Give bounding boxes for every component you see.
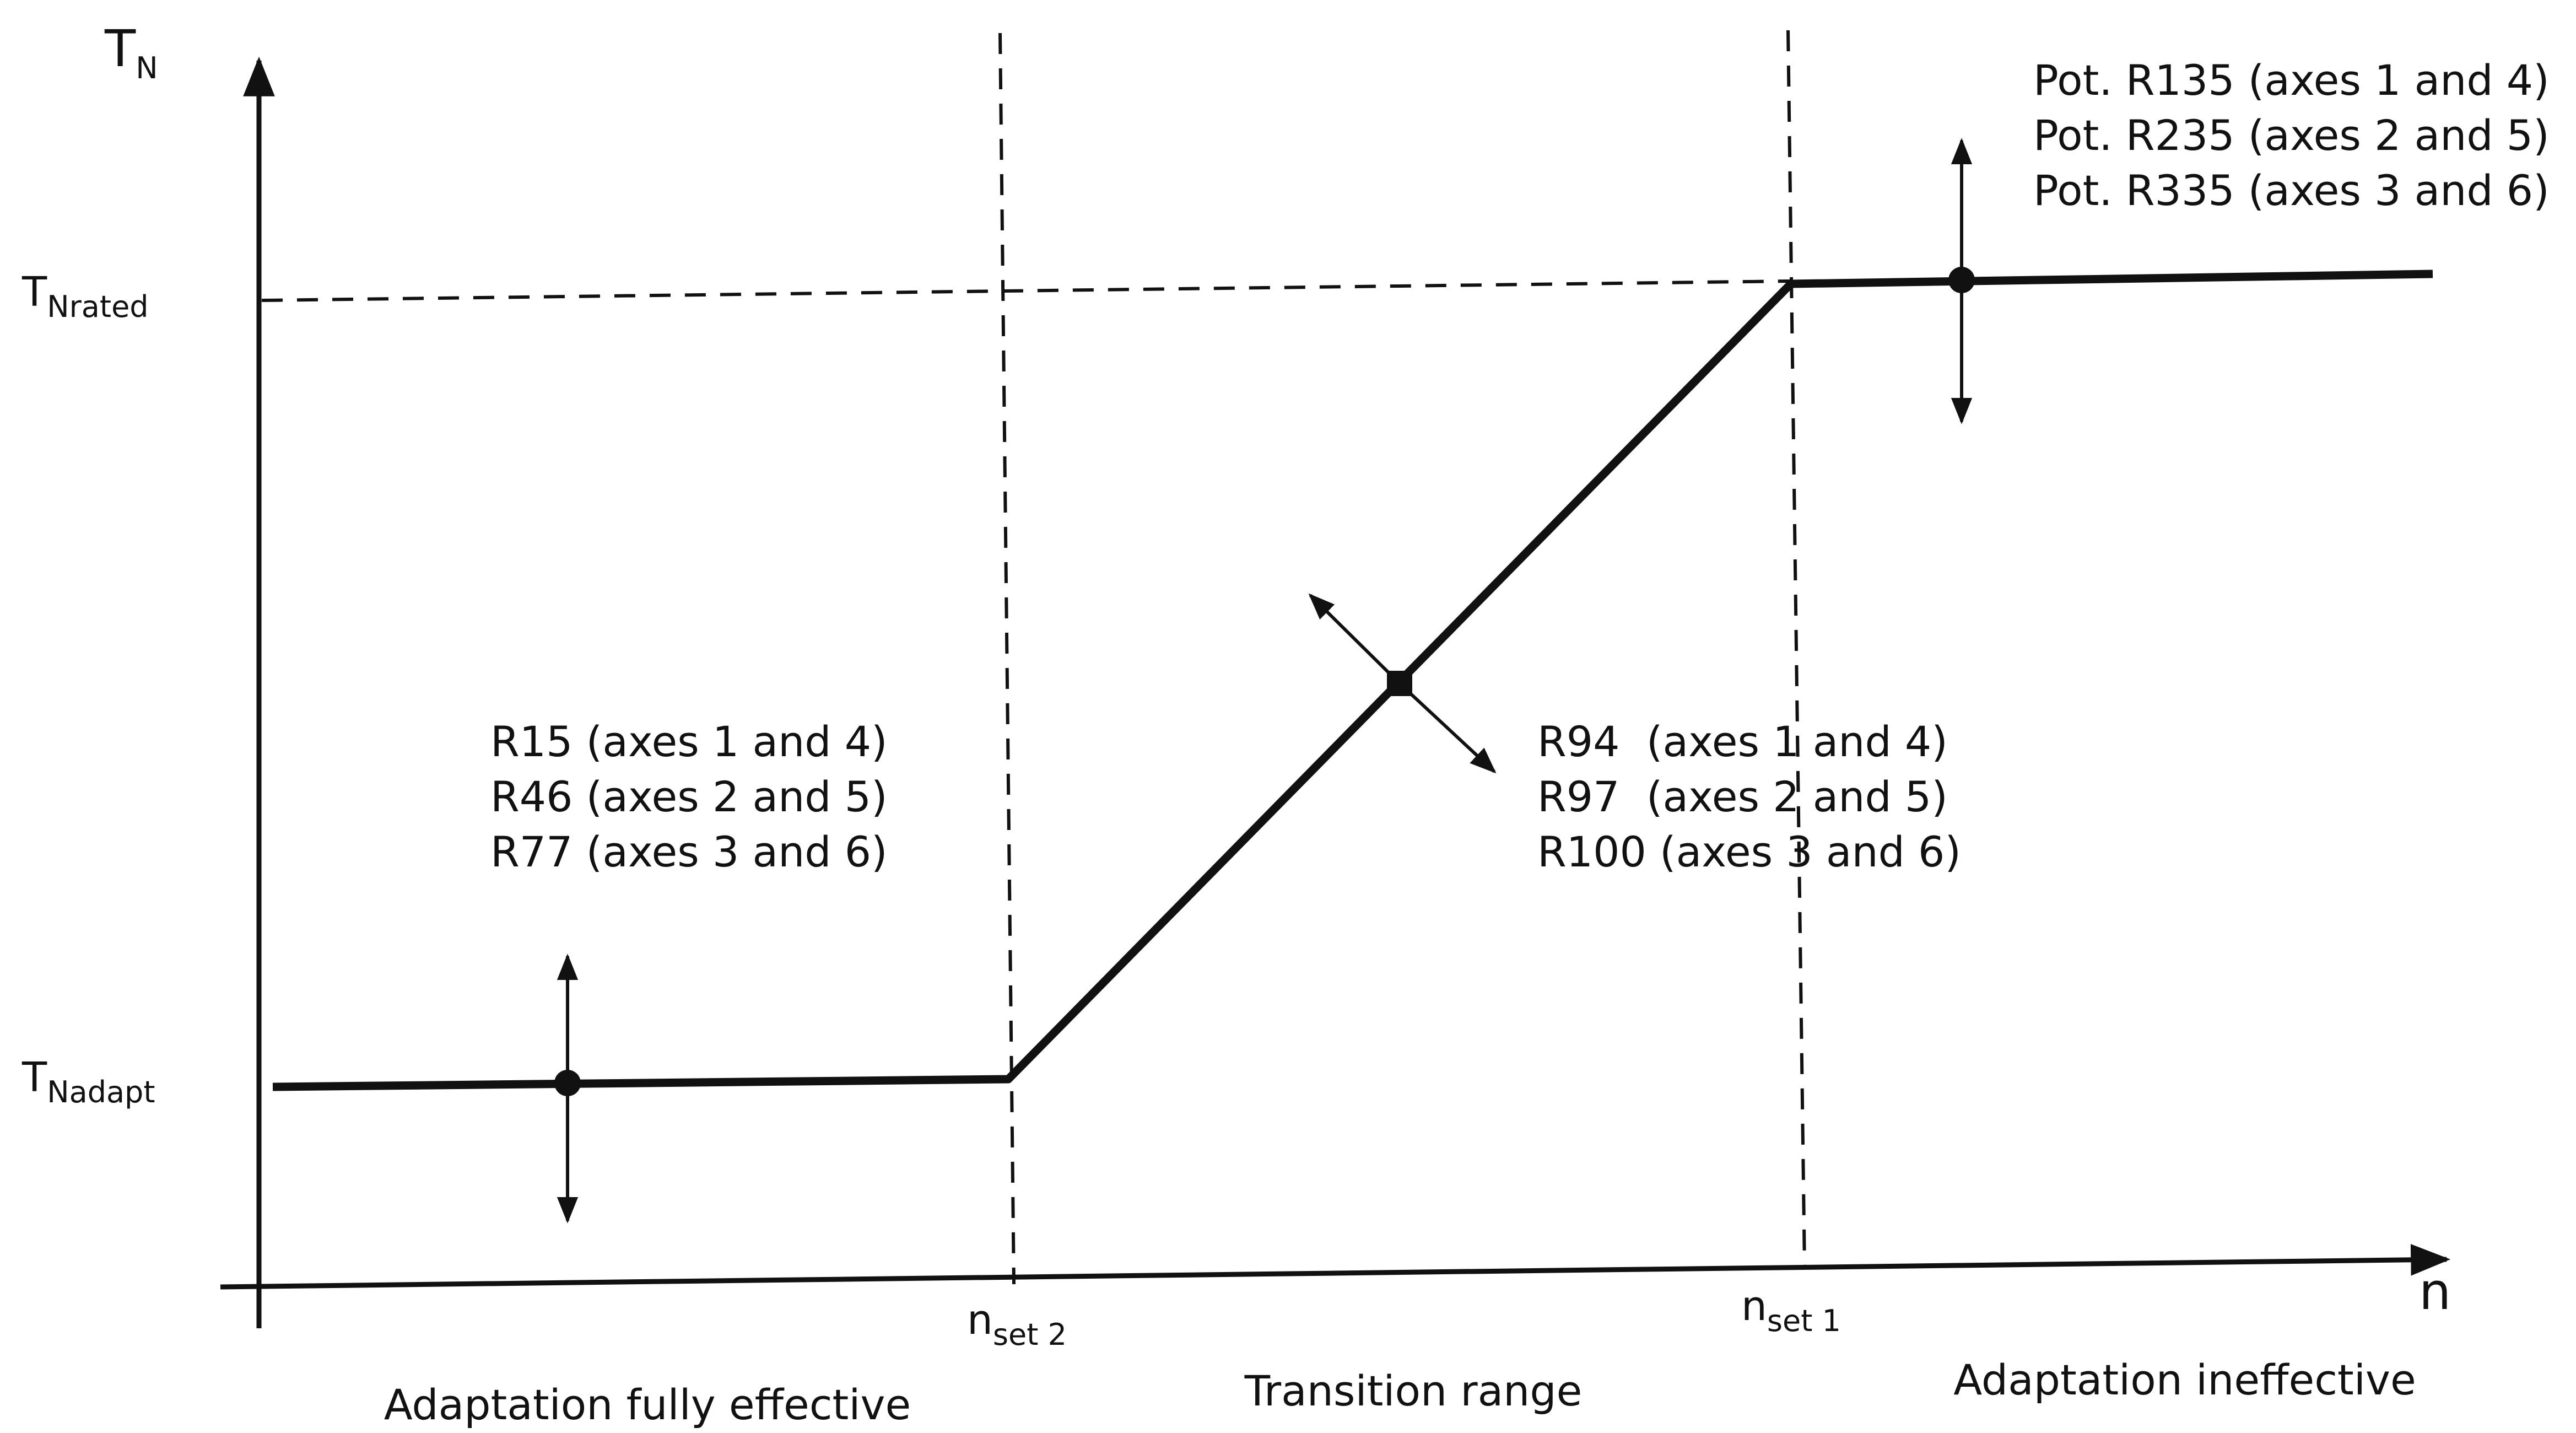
param-line: Pot. R135 (axes 1 and 4) xyxy=(2033,56,2550,105)
nset1-label: nset 1 xyxy=(1741,1283,1841,1338)
rated-torque-dashed-line xyxy=(261,279,1791,302)
region-label-middle: Transition range xyxy=(1244,1366,1583,1415)
rated-level-params: Pot. R135 (axes 1 and 4) Pot. R235 (axes… xyxy=(2033,56,2550,215)
param-line: Pot. R235 (axes 2 and 5) xyxy=(2033,111,2550,160)
param-line: R15 (axes 1 and 4) xyxy=(490,717,888,766)
param-line: R97 (axes 2 and 5) xyxy=(1537,772,1948,821)
param-line: R46 (axes 2 and 5) xyxy=(490,772,888,821)
rated-torque-label: TNrated xyxy=(21,268,149,324)
adapt-level-params: R15 (axes 1 and 4) R46 (axes 2 and 5) R7… xyxy=(490,717,888,876)
nset2-dashed-line xyxy=(998,33,1016,1285)
x-axis-label: n xyxy=(2419,1262,2451,1321)
param-line: R94 (axes 1 and 4) xyxy=(1537,717,1948,766)
adapt-level-adjuster xyxy=(554,953,581,1224)
region-label-right: Adaptation ineffective xyxy=(1953,1355,2416,1404)
transition-params: R94 (axes 1 and 4) R97 (axes 2 and 5) R1… xyxy=(1537,717,1961,876)
nset2-label: nset 2 xyxy=(967,1296,1067,1352)
adapt-torque-label: TNadapt xyxy=(21,1054,155,1109)
transition-slope-adjuster xyxy=(1308,593,1497,774)
torque-limit-curve xyxy=(272,270,2433,1091)
x-axis xyxy=(220,1244,2451,1290)
param-line: R77 (axes 3 and 6) xyxy=(490,827,888,876)
rated-level-adjuster xyxy=(1948,138,1975,424)
region-label-left: Adaptation fully effective xyxy=(384,1380,911,1429)
y-axis-label: TN xyxy=(104,19,158,85)
nset1-dashed-line xyxy=(1786,30,1806,1268)
param-line: R100 (axes 3 and 6) xyxy=(1537,827,1961,876)
param-line: Pot. R335 (axes 3 and 6) xyxy=(2033,166,2550,215)
